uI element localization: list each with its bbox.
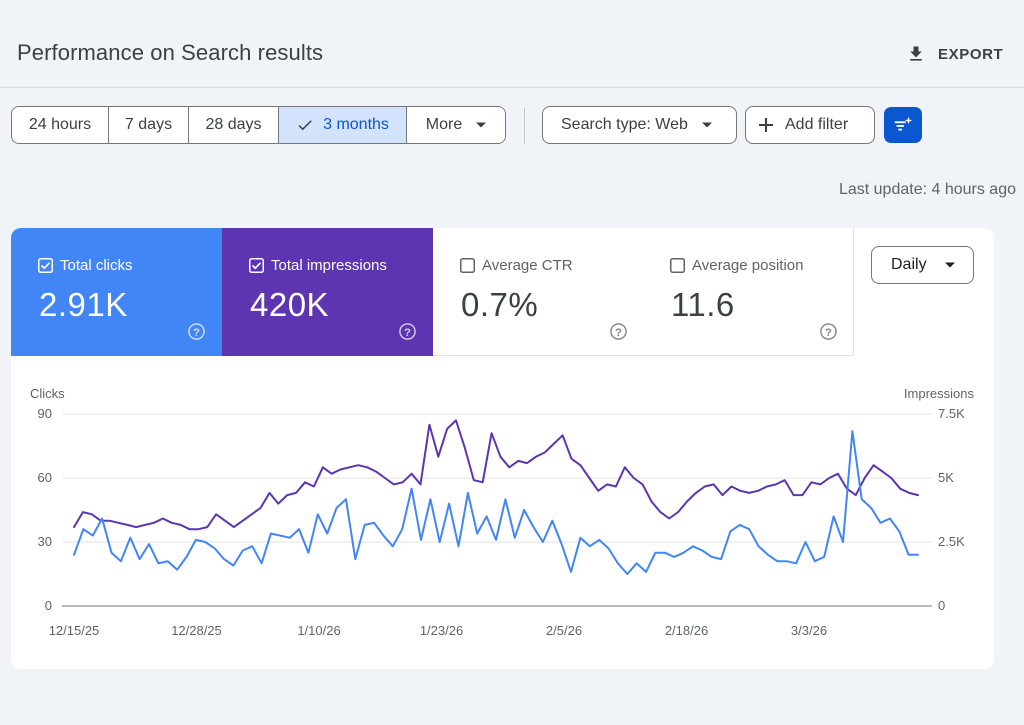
metric-label: Average position	[692, 257, 804, 274]
add-filter-button[interactable]: Add filter	[745, 106, 875, 144]
metric-value: 420K	[250, 286, 330, 323]
svg-text:?: ?	[193, 327, 200, 339]
svg-text:?: ?	[615, 327, 622, 339]
last-update-text: Last update: 4 hours ago	[838, 181, 1016, 198]
right-tick-label: 2.5K	[938, 534, 965, 549]
granularity-label: Daily	[891, 256, 927, 273]
svg-text:?: ?	[825, 327, 832, 339]
metric-tile-clicks[interactable]: Total clicks 2.91K ?	[11, 228, 222, 356]
search-type-label: Search type: Web	[561, 116, 688, 133]
metric-value: 0.7%	[461, 286, 539, 323]
toolbar-divider	[524, 108, 525, 144]
x-tick-label: 12/15/25	[49, 623, 100, 638]
date-range-label: 7 days	[124, 116, 173, 133]
caret-down-icon	[476, 122, 487, 128]
export-button[interactable]: EXPORT	[906, 40, 1003, 68]
metric-tile-impressions[interactable]: Total impressions 420K ?	[222, 228, 433, 356]
left-axis-title: Clicks	[30, 386, 65, 401]
x-tick-label: 12/28/25	[171, 623, 222, 638]
impressions-series-line	[73, 419, 919, 531]
caret-down-icon	[944, 262, 955, 268]
performance-chart: Clicks Impressions 0 0 30 2.5K 60 5K 90 7.5K 12/15…	[30, 386, 975, 638]
date-range-label: 28 days	[205, 116, 262, 133]
metric-label: Total clicks	[60, 257, 133, 274]
metric-tile-ctr[interactable]: Average CTR 0.7% ?	[433, 228, 644, 356]
x-tick-label: 2/5/26	[546, 623, 582, 638]
metric-value: 11.6	[671, 286, 735, 323]
help-icon[interactable]: ?	[398, 322, 417, 341]
left-tick-label: 30	[38, 534, 52, 549]
granularity-dropdown[interactable]: Daily	[871, 246, 974, 284]
checkbox-unchecked-icon[interactable]	[670, 258, 685, 273]
metric-tile-position[interactable]: Average position 11.6 ?	[643, 228, 854, 356]
x-tick-label: 1/10/26	[297, 623, 340, 638]
left-tick-label: 0	[45, 598, 52, 613]
check-icon	[298, 120, 312, 131]
checkbox-checked-icon[interactable]	[249, 258, 264, 273]
right-tick-label: 5K	[938, 470, 954, 485]
clicks-series-line	[73, 430, 919, 575]
help-icon[interactable]: ?	[819, 322, 838, 341]
help-icon[interactable]: ?	[187, 322, 206, 341]
metric-label: Total impressions	[271, 257, 387, 274]
date-range-selector: 24 hours 7 days 28 days 3 months More	[11, 106, 506, 144]
date-range-24-hours[interactable]: 24 hours	[12, 107, 109, 143]
date-range-label: 3 months	[323, 116, 389, 133]
performance-card: Total clicks 2.91K ? Total impressions 4…	[11, 228, 994, 669]
date-range-label: 24 hours	[28, 116, 92, 133]
right-tick-label: 0	[938, 598, 945, 613]
left-tick-label: 60	[38, 470, 52, 485]
x-tick-label: 1/23/26	[420, 623, 463, 638]
checkbox-unchecked-icon[interactable]	[460, 258, 475, 273]
date-range-label: More	[425, 116, 463, 133]
caret-down-icon	[701, 122, 712, 128]
svg-text:?: ?	[404, 327, 411, 339]
x-tick-label: 3/3/26	[791, 623, 827, 638]
search-type-dropdown[interactable]: Search type: Web	[542, 106, 737, 144]
right-tick-label: 7.5K	[938, 406, 965, 421]
page-title: Performance on Search results	[17, 40, 324, 65]
metric-label: Average CTR	[482, 257, 573, 274]
page-header: Performance on Search results EXPORT	[0, 0, 1024, 88]
checkbox-checked-icon[interactable]	[38, 258, 53, 273]
date-range-3-months[interactable]: 3 months	[279, 107, 407, 143]
help-icon[interactable]: ?	[609, 322, 628, 341]
plus-icon	[759, 118, 773, 132]
filter-settings-button[interactable]	[884, 107, 922, 143]
x-tick-label: 2/18/26	[665, 623, 708, 638]
export-label: EXPORT	[938, 45, 1004, 63]
date-range-28-days[interactable]: 28 days	[189, 107, 279, 143]
right-axis-title: Impressions	[904, 386, 975, 401]
filter-sparkle-icon	[894, 116, 913, 131]
metric-value: 2.91K	[39, 286, 128, 323]
add-filter-label: Add filter	[785, 116, 849, 133]
left-tick-label: 90	[38, 406, 52, 421]
download-icon	[910, 46, 922, 61]
date-range-7-days[interactable]: 7 days	[109, 107, 189, 143]
date-range-more[interactable]: More	[407, 107, 505, 143]
